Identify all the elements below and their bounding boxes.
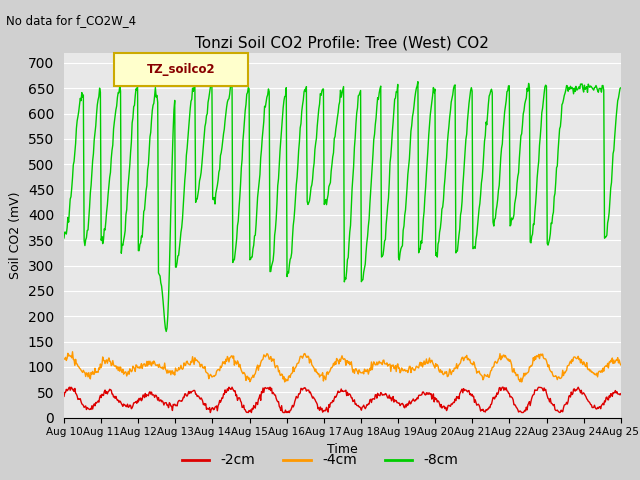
- Text: TZ_soilco2: TZ_soilco2: [147, 63, 215, 76]
- Y-axis label: Soil CO2 (mV): Soil CO2 (mV): [10, 192, 22, 279]
- FancyBboxPatch shape: [114, 53, 248, 85]
- Text: No data for f_CO2W_4: No data for f_CO2W_4: [6, 14, 136, 27]
- Legend: -2cm, -4cm, -8cm: -2cm, -4cm, -8cm: [176, 448, 464, 473]
- X-axis label: Time: Time: [327, 443, 358, 456]
- Title: Tonzi Soil CO2 Profile: Tree (West) CO2: Tonzi Soil CO2 Profile: Tree (West) CO2: [195, 35, 490, 50]
